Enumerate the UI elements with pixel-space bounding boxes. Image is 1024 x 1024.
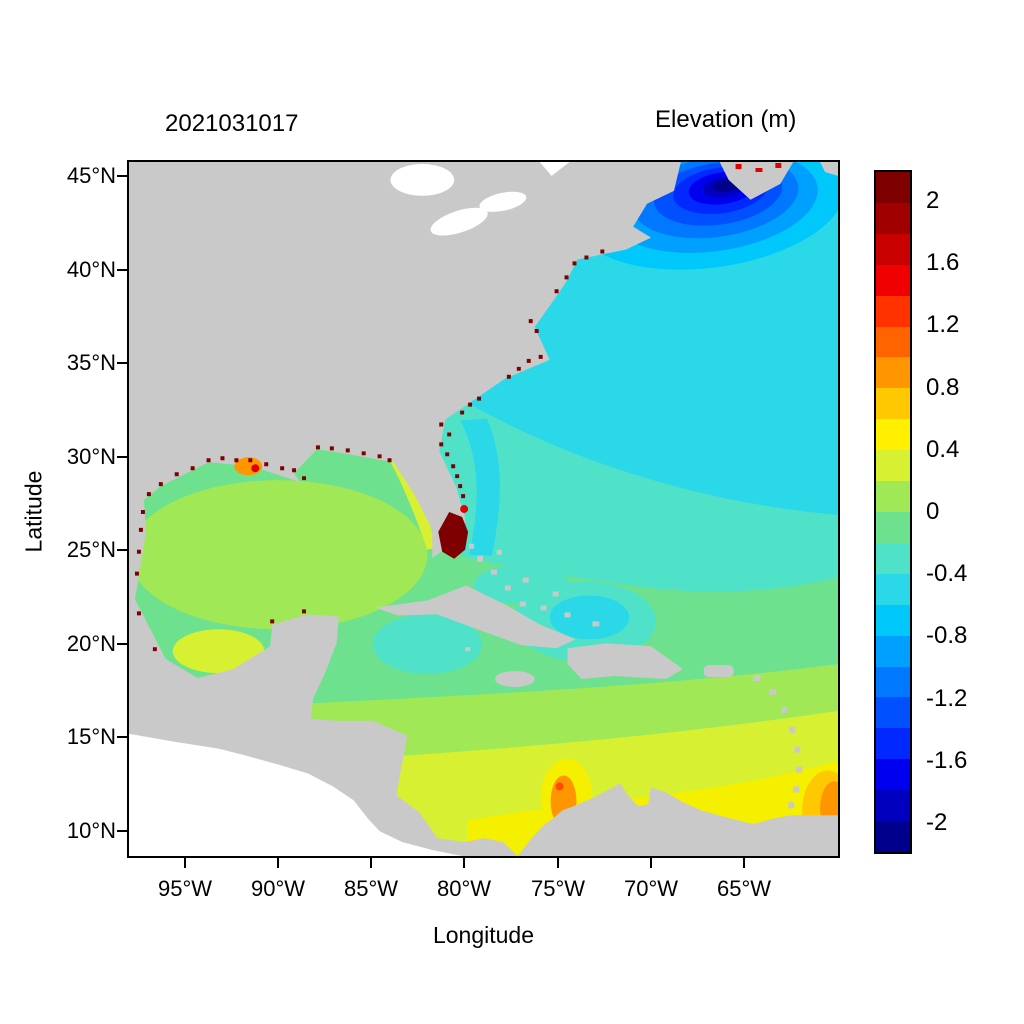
st-lawrence-notch <box>539 162 570 176</box>
x-tick-mark <box>370 858 372 868</box>
top-right-corner-land <box>820 162 838 176</box>
florida-east-coast-cyan-strip <box>460 418 500 556</box>
x-tick-mark <box>184 858 186 868</box>
florida-red-spot <box>460 505 469 513</box>
colorbar-segment <box>876 202 910 234</box>
x-axis-label: Longitude <box>432 922 535 948</box>
x-tick-label: 80°W <box>436 876 492 901</box>
colorbar-tick-label: 1.2 <box>926 311 960 339</box>
nw-caribbean-aqua-patch <box>372 614 483 675</box>
colorbar-tick-label: -1.2 <box>926 684 968 712</box>
map-plot-area <box>127 160 840 858</box>
lake-huron <box>390 163 455 196</box>
y-tick-label: 20°N <box>66 631 116 656</box>
west-florida-shelf-strip <box>389 454 438 550</box>
colorbar-tick-label: -1.6 <box>926 746 968 774</box>
jamaica-island <box>494 671 535 687</box>
coastal-speckles <box>134 249 605 652</box>
x-tick-label: 75°W <box>530 876 586 901</box>
y-tick-label: 30°N <box>66 444 116 469</box>
pacific-outside-domain <box>129 733 463 856</box>
colorbar-tick-label: 0.8 <box>926 373 960 401</box>
y-tick-mark <box>117 456 127 458</box>
colorbar-segment <box>876 604 910 636</box>
colorbar-tick-label: 0.4 <box>926 435 960 463</box>
colorbar-segment <box>876 759 910 791</box>
y-tick-label: 35°N <box>66 350 116 375</box>
colorbar-segment <box>876 481 910 512</box>
colorbar-segment <box>876 233 910 265</box>
y-tick-label: 45°N <box>66 163 116 188</box>
x-tick-mark <box>463 858 465 868</box>
louisiana-red-spot <box>251 464 260 473</box>
map-svg <box>129 162 838 856</box>
colorbar-segment <box>876 666 910 698</box>
colorbar-segment <box>876 573 910 605</box>
colorbar-tick-label: 2 <box>926 187 940 215</box>
south-america-land <box>517 783 838 856</box>
x-tick-label: 70°W <box>623 876 679 901</box>
y-tick-label: 25°N <box>66 537 116 562</box>
x-tick-label: 90°W <box>250 876 306 901</box>
colorbar-segment <box>876 419 910 451</box>
y-tick-mark <box>117 175 127 177</box>
south-florida-dark-red-blob <box>438 511 469 559</box>
lake-ontario <box>479 191 527 212</box>
puerto-rico-island <box>703 665 734 678</box>
x-tick-mark <box>557 858 559 868</box>
colorbar-segment <box>876 172 910 203</box>
colorbar-segment <box>876 697 910 729</box>
campeche-yellow-green-patch <box>172 629 265 674</box>
coastal-high-water-cells <box>134 162 782 652</box>
colorbar-segment <box>876 511 910 543</box>
nova-scotia-land <box>719 162 794 200</box>
y-tick-mark <box>117 830 127 832</box>
y-tick-label: 40°N <box>66 257 116 282</box>
x-tick-label: 85°W <box>343 876 399 901</box>
colorbar-segment <box>876 635 910 667</box>
colorbar-segment <box>876 295 910 327</box>
colorbar-segment <box>876 326 910 358</box>
y-tick-label: 10°N <box>66 818 116 843</box>
colorbar-segment <box>876 542 910 574</box>
colorbar-tick-label: 0 <box>926 498 940 525</box>
x-tick-mark <box>277 858 279 868</box>
y-tick-mark <box>117 549 127 551</box>
north-america-land <box>129 162 681 856</box>
colorbar-segment <box>876 450 910 482</box>
y-tick-label: 15°N <box>66 724 116 749</box>
y-tick-mark <box>117 736 127 738</box>
lake-erie <box>430 207 488 236</box>
colorbar <box>874 170 912 854</box>
colorbar-tick-label: 1.6 <box>926 249 960 277</box>
hispaniola-island <box>567 643 683 680</box>
cayman-island <box>465 647 471 652</box>
gulf-light-green-patch <box>129 480 428 630</box>
x-tick-label: 95°W <box>157 876 213 901</box>
colorbar-title: Elevation (m) <box>655 106 797 133</box>
colorbar-segment <box>876 388 910 420</box>
cuba-island <box>374 585 576 649</box>
land-mask <box>129 162 838 856</box>
y-tick-mark <box>117 362 127 364</box>
colorbar-tick-label: -2 <box>926 808 948 836</box>
x-tick-label: 65°W <box>716 876 772 901</box>
y-tick-mark <box>117 269 127 271</box>
nova-scotia-red-specks <box>735 162 782 172</box>
cayman-cyan-core <box>549 595 630 640</box>
colorbar-tick-label: -0.4 <box>926 560 968 588</box>
x-tick-mark <box>650 858 652 868</box>
y-tick-mark <box>117 643 127 645</box>
colorbar-segment <box>876 728 910 760</box>
timestamp-title: 2021031017 <box>165 110 299 137</box>
colorbar-segment <box>876 357 910 389</box>
colombia-red-spot <box>555 782 564 791</box>
y-axis-label: Latitude <box>20 470 47 553</box>
colorbar-segment <box>876 790 910 822</box>
colorbar-tick-label: -0.8 <box>926 622 968 650</box>
x-tick-mark <box>743 858 745 868</box>
colorbar-segment <box>876 821 910 852</box>
colorbar-segment <box>876 264 910 296</box>
